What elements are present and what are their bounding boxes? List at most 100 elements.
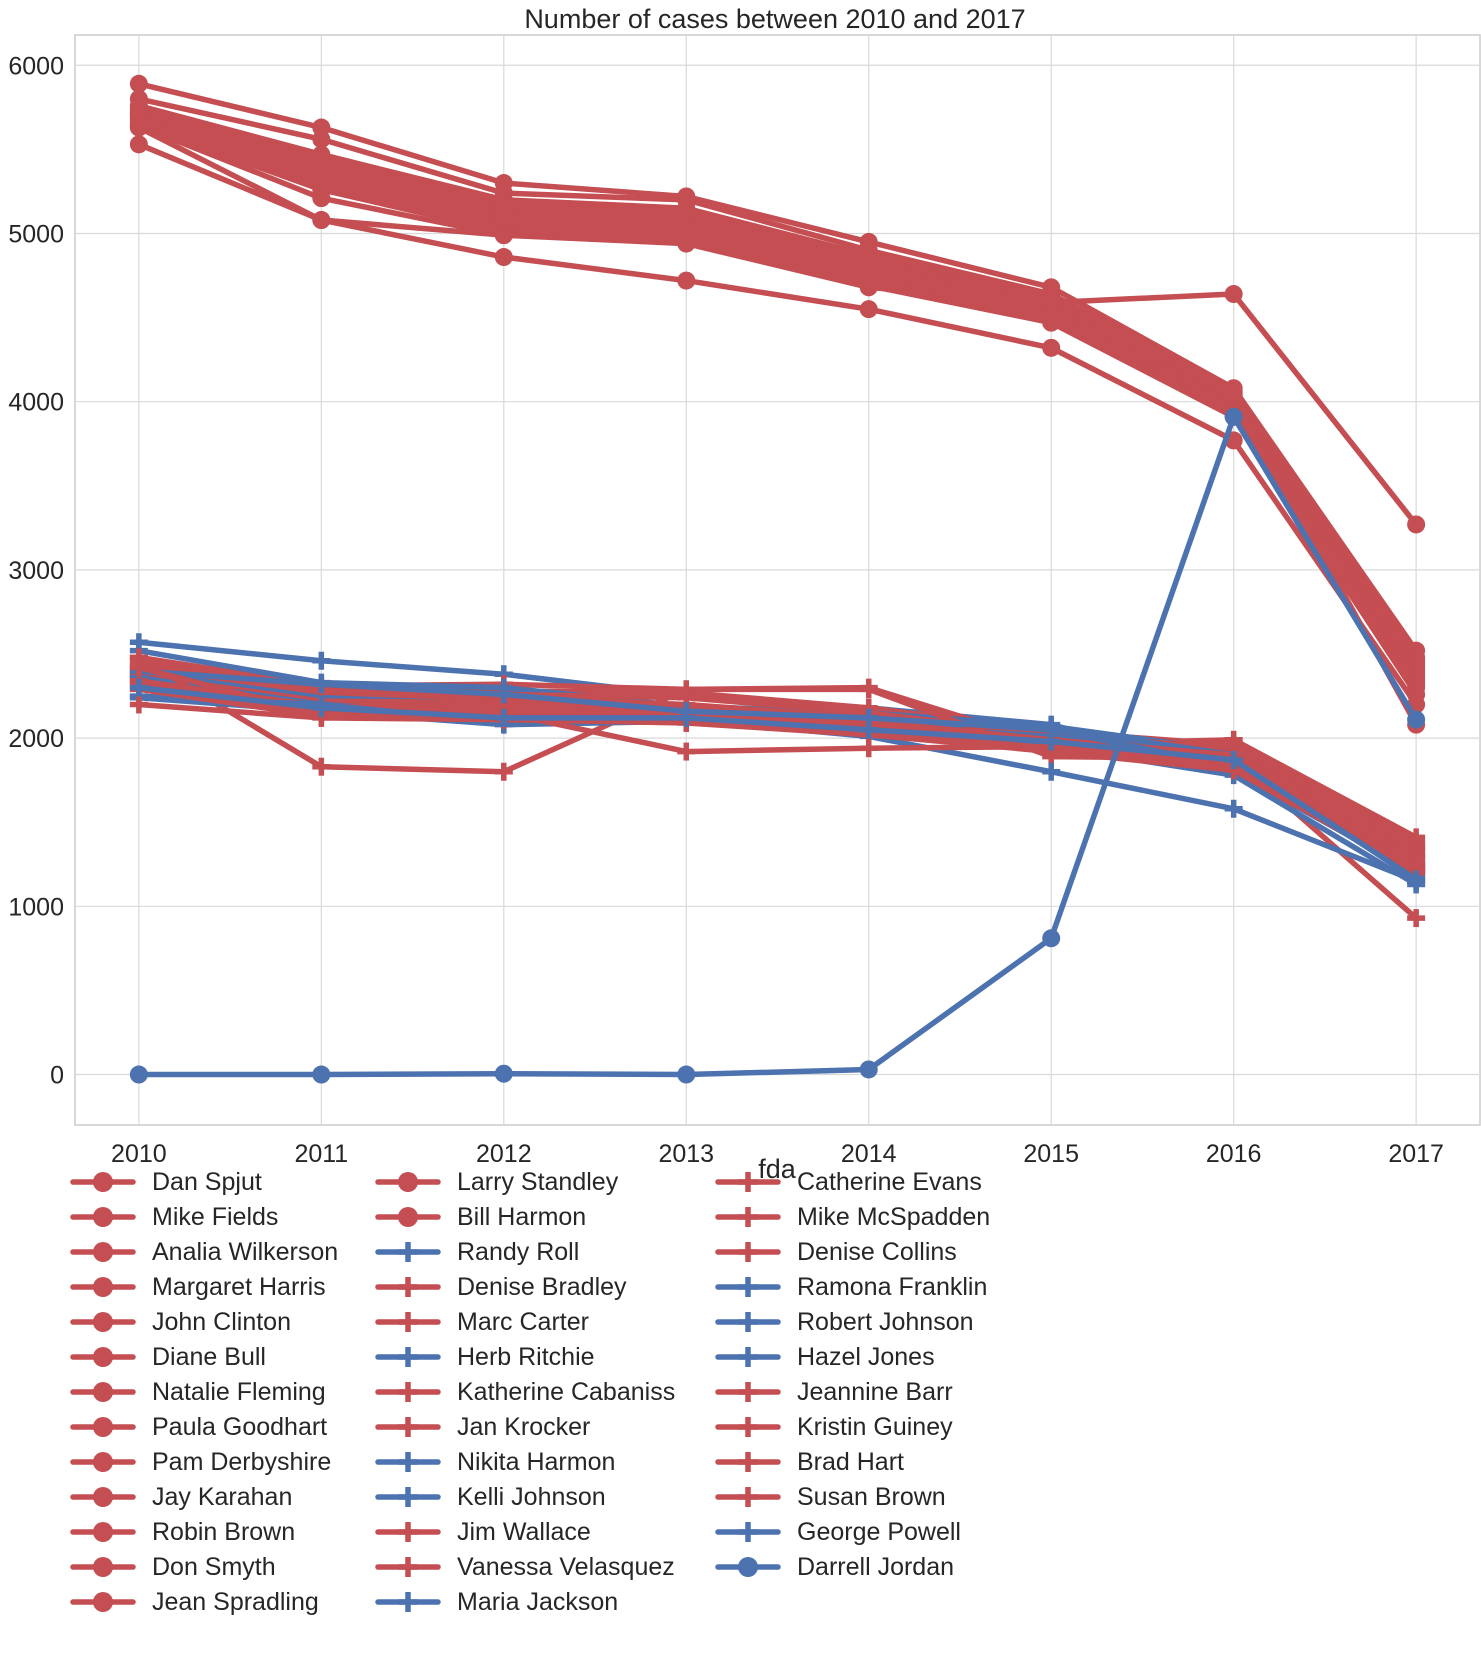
data-point	[1042, 290, 1061, 309]
legend-item: Margaret Harris	[70, 1269, 326, 1305]
data-point	[859, 1060, 878, 1079]
legend-swatch	[715, 1312, 781, 1332]
legend-label: Larry Standley	[457, 1167, 619, 1196]
y-tick-label: 0	[50, 1062, 64, 1090]
legend-marker	[93, 1172, 113, 1192]
legend-swatch	[375, 1382, 441, 1402]
legend-marker	[738, 1242, 758, 1262]
legend-marker	[398, 1242, 418, 1262]
legend-marker	[93, 1557, 113, 1577]
legend-label: Denise Collins	[797, 1237, 957, 1266]
legend-label: Jay Karahan	[152, 1482, 293, 1511]
chart-legend: Dan Spjut Mike Fields Analia Wilkerson Marg…	[70, 1168, 1170, 1662]
legend-item: Marc Carter	[375, 1304, 589, 1340]
legend-label: Hazel Jones	[797, 1342, 935, 1371]
legend-marker	[398, 1522, 418, 1542]
legend-swatch	[375, 1487, 441, 1507]
legend-swatch	[70, 1592, 136, 1612]
legend-marker	[738, 1452, 758, 1472]
x-axis-label: fda	[758, 1154, 797, 1180]
data-point	[1042, 338, 1061, 357]
legend-item: Robert Johnson	[715, 1304, 974, 1340]
legend-marker	[93, 1417, 113, 1437]
legend-label: Maria Jackson	[457, 1587, 619, 1616]
legend-label: Jeannine Barr	[797, 1377, 953, 1406]
legend-swatch	[70, 1522, 136, 1542]
series-line	[136, 664, 1419, 869]
series-line	[136, 81, 1419, 654]
legend-item: Kelli Johnson	[375, 1479, 606, 1515]
data-point	[1407, 909, 1426, 928]
x-tick-label: 2014	[841, 1140, 897, 1168]
series-line	[136, 659, 1419, 846]
legend-label: Robert Johnson	[797, 1307, 974, 1336]
legend-swatch	[70, 1172, 136, 1192]
y-tick-label: 4000	[8, 389, 64, 417]
data-point	[312, 1065, 331, 1084]
legend-swatch	[375, 1592, 441, 1612]
legend-label: Paula Goodhart	[152, 1412, 328, 1441]
legend-label: Don Smyth	[152, 1552, 276, 1581]
line-chart: Number of cases between 2010 and 2017 0 1…	[8, 4, 1481, 1180]
legend-item: Jim Wallace	[375, 1514, 591, 1550]
legend-label: John Clinton	[152, 1307, 291, 1336]
legend-label: Kristin Guiney	[797, 1412, 953, 1441]
legend-marker	[398, 1277, 418, 1297]
plot-area	[74, 34, 1481, 1126]
legend-item: Jeannine Barr	[715, 1374, 953, 1410]
legend-swatch	[715, 1347, 781, 1367]
data-point	[859, 680, 878, 699]
legend-item: Susan Brown	[715, 1479, 946, 1515]
legend-swatch	[375, 1277, 441, 1297]
legend-swatch	[70, 1382, 136, 1402]
data-point	[494, 248, 513, 267]
legend-item: Hazel Jones	[715, 1339, 935, 1375]
y-axis-ticks: 0 1000 2000 3000 4000 5000 6000	[8, 52, 64, 1089]
legend-marker	[398, 1592, 418, 1612]
legend-marker	[738, 1347, 758, 1367]
x-tick-label: 2017	[1388, 1140, 1444, 1168]
data-point	[677, 1065, 696, 1084]
y-tick-label: 2000	[8, 725, 64, 753]
legend-label: Natalie Fleming	[152, 1377, 326, 1406]
series-line	[136, 124, 1419, 528]
data-point	[129, 74, 148, 93]
legend-label: Jean Spradling	[152, 1587, 319, 1616]
legend-marker	[398, 1207, 418, 1227]
legend-marker	[738, 1522, 758, 1542]
legend-marker	[93, 1382, 113, 1402]
data-point	[859, 251, 878, 270]
data-point	[129, 658, 148, 677]
x-axis-ticks: 2010 2011 2012 2013 2014 2015 2016 2017	[111, 1140, 1444, 1168]
data-point	[129, 118, 148, 137]
legend-label: Mike McSpadden	[797, 1202, 991, 1231]
legend-marker	[738, 1277, 758, 1297]
legend-swatch	[375, 1557, 441, 1577]
legend-item: Herb Ritchie	[375, 1339, 595, 1375]
legend-item: Mike McSpadden	[715, 1199, 990, 1235]
x-tick-label: 2016	[1206, 1140, 1262, 1168]
legend-swatch	[70, 1487, 136, 1507]
series-lines	[129, 74, 1426, 1084]
legend-item: Dan Spjut	[70, 1164, 262, 1200]
legend-marker	[398, 1452, 418, 1472]
data-point	[494, 226, 513, 245]
legend-swatch	[375, 1347, 441, 1367]
legend-label: Katherine Cabaniss	[457, 1377, 676, 1406]
x-tick-label: 2010	[111, 1140, 167, 1168]
legend-label: Vanessa Velasquez	[457, 1552, 675, 1581]
data-point	[312, 130, 331, 149]
legend-marker	[738, 1557, 758, 1577]
data-point	[312, 675, 331, 694]
legend-marker	[398, 1347, 418, 1367]
x-tick-label: 2013	[658, 1140, 714, 1168]
data-point	[494, 197, 513, 216]
legend-item: Jay Karahan	[70, 1479, 292, 1515]
data-point	[1042, 732, 1061, 751]
legend-item: Jean Spradling	[70, 1584, 319, 1620]
legend-item: Brad Hart	[715, 1444, 904, 1480]
legend-marker	[738, 1382, 758, 1402]
data-point	[1407, 710, 1426, 729]
legend-swatch	[715, 1417, 781, 1437]
legend-marker	[398, 1417, 418, 1437]
